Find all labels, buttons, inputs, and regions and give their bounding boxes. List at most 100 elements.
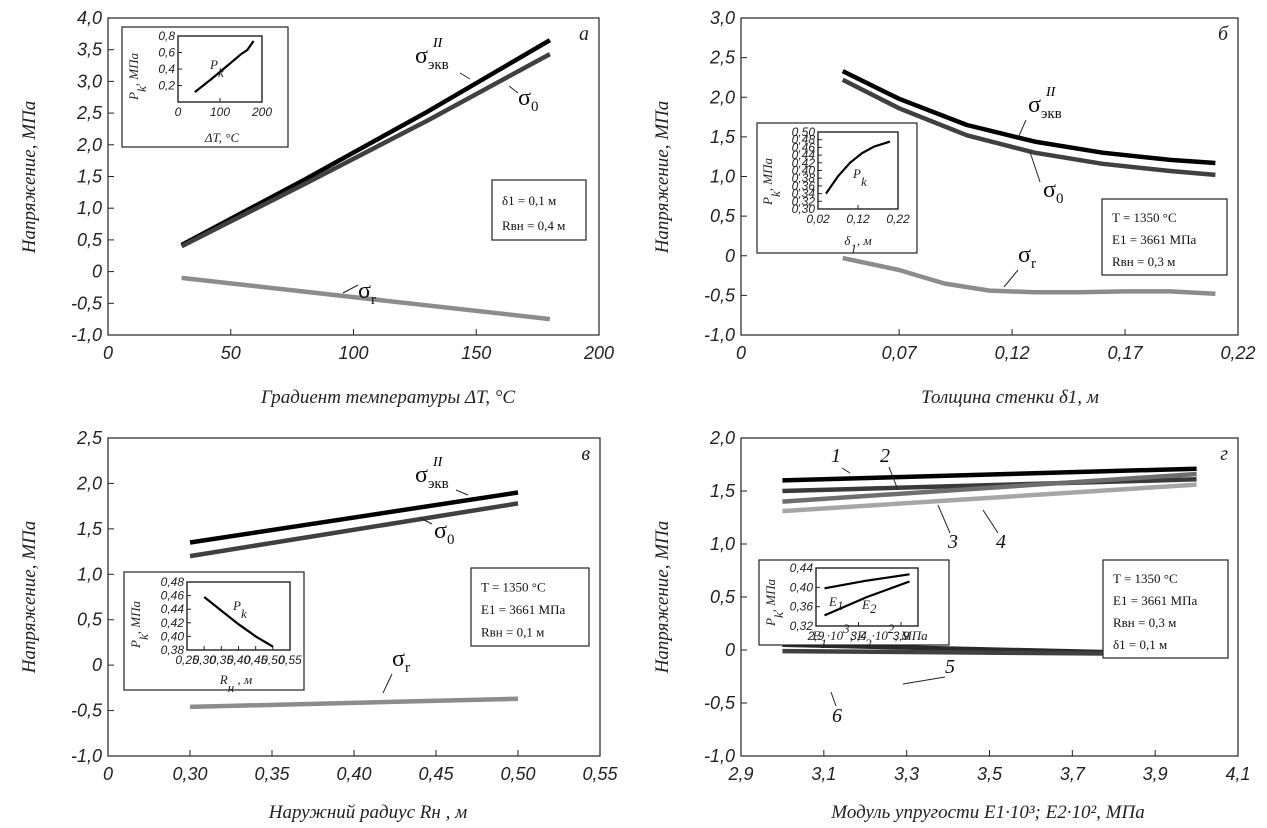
y-tick-label: 2,0 <box>709 87 735 107</box>
y-axis-label: Напряжение, МПа <box>19 101 40 255</box>
y-tick-label: 3,0 <box>710 8 735 28</box>
y-tick-label: 3,0 <box>77 71 102 91</box>
label-sigma-0: σ0 <box>434 518 454 548</box>
inset-y-tick-label: 0,48 <box>792 133 816 147</box>
label-sigma-r: σr <box>1018 242 1036 272</box>
inset-x-tick-label: 3,9 <box>893 629 910 643</box>
x-tick-label: 3,7 <box>1060 764 1086 784</box>
leader-line <box>982 509 999 534</box>
series-number-label: 4 <box>996 531 1006 553</box>
y-tick-label: 1,0 <box>710 534 735 554</box>
inset-c: 0,25 0,35 0,45 0,550,30 0,40 0,500,380,400,42… <box>123 571 305 691</box>
leader-line <box>830 691 837 707</box>
y-tick-label: -0,5 <box>71 293 103 313</box>
y-tick-label: 0 <box>725 640 735 660</box>
y-tick-label: 2,5 <box>76 103 103 123</box>
x-tick-label: 0,30 <box>172 764 207 784</box>
y-tick-label: 0,5 <box>77 610 103 630</box>
inset-y-tick-label: 0,32 <box>790 619 814 633</box>
y-tick-label: 4,0 <box>77 8 102 28</box>
series-line-2 <box>782 477 1197 494</box>
y-tick-label: 0 <box>725 246 735 266</box>
inset-curve <box>824 573 910 590</box>
panel-a: 0 50 100 150 200 -1,0 -0,5 0 0,5 1,0 1,5 2,0 2,5 3,0 3… <box>19 8 614 408</box>
x-tick-label: 0,50 <box>500 764 535 784</box>
params-frame <box>1102 559 1229 659</box>
label-sigma-r: σr <box>358 278 376 308</box>
y-tick-label: 1,0 <box>77 564 102 584</box>
inset-a: 0 100 200 0,2 0,4 0,6 0,8 <box>121 26 289 148</box>
inset-x-tick-label: 200 <box>251 105 272 119</box>
x-tick-label: 0,12 <box>995 343 1030 363</box>
inset-y-tick-label: 0,34 <box>792 187 816 201</box>
inset-x-tick-label: 0,40 <box>227 653 251 667</box>
x-tick-label: 0 <box>103 764 113 784</box>
y-tick-label: 0 <box>92 262 102 282</box>
params-box: δ1 = 0,1 м Rвн = 0,4 м <box>491 179 587 241</box>
inset-curve <box>825 140 891 195</box>
leader-line <box>419 517 433 525</box>
param-text: E1 = 3661 МПа <box>1112 232 1196 247</box>
x-tick-label: 0,45 <box>418 764 454 784</box>
params-box: T = 1350 °C E1 = 3661 МПа Rвн = 0,3 м <box>1101 198 1228 276</box>
inset-y-tick-label: 0,32 <box>792 194 816 208</box>
series-number-label: 1 <box>831 445 841 467</box>
x-tick-label: 0 <box>736 343 746 363</box>
series-line-σэквII <box>180 38 552 247</box>
x-tick-label: 0 <box>103 343 113 363</box>
series-line-σ0 <box>189 501 519 559</box>
y-tick-label: 1,5 <box>710 127 736 147</box>
inset-curve <box>194 40 255 93</box>
inset-x-label: Rн , м <box>219 672 252 695</box>
param-text: δ1 = 0,1 м <box>502 193 556 208</box>
inset-curve-label: Pk <box>209 57 224 80</box>
x-tick-label: 4,1 <box>1225 764 1250 784</box>
series-number-label: 5 <box>945 656 955 678</box>
y-tick-label: 1,5 <box>710 481 736 501</box>
inset-x-label: E1·103; E2·102, МПа <box>811 621 928 651</box>
inset-y-tick-label: 0,42 <box>161 616 185 630</box>
inset-x-tick-label: 2,9 <box>807 629 825 643</box>
inset-curve <box>203 596 274 648</box>
inset-y-tick-label: 0,50 <box>792 125 816 139</box>
inset-y-tick-label: 0,42 <box>792 156 816 170</box>
x-tick-label: 0,55 <box>582 764 618 784</box>
leader-line <box>1017 119 1027 139</box>
inset-y-tick-label: 0,40 <box>790 580 814 594</box>
x-tick-label: 3,9 <box>1143 764 1168 784</box>
x-tick-label: 150 <box>461 343 491 363</box>
y-tick-label: 0 <box>92 655 102 675</box>
label-sigma-eqv: σэкв <box>415 43 449 73</box>
leader-line <box>841 467 851 474</box>
inset-y-label: Pk, МПа <box>763 579 786 627</box>
inset-x-tick-label: 0,02 <box>806 212 830 226</box>
x-tick-label: 3,1 <box>811 764 836 784</box>
panel-letter: в <box>581 443 590 465</box>
y-tick-label: 1,5 <box>77 519 103 539</box>
inset-y-tick-label: 0,44 <box>161 602 185 616</box>
leader-line <box>1029 151 1041 183</box>
inset-y-tick-label: 0,2 <box>158 79 175 93</box>
inset-d: 2,9 3,4 3,9 0,32 0,36 0,40 0,44 <box>758 559 950 646</box>
inset-axes <box>815 567 919 627</box>
inset-x-tick-label: 100 <box>210 105 230 119</box>
inset-y-tick-label: 0,6 <box>158 46 175 60</box>
x-axis-label: Наружний радиус Rн , м <box>268 802 467 823</box>
inset-b: 0,02 0,12 0,22 0,300,320,340,360,380,400,42… <box>756 122 918 254</box>
y-tick-label: 1,0 <box>710 167 735 187</box>
inset-y-tick-label: 0,38 <box>792 171 816 185</box>
y-tick-label: -0,5 <box>71 701 103 721</box>
params-frame <box>1101 198 1228 276</box>
param-text: E1 = 3661 МПа <box>1113 593 1197 608</box>
leader-line <box>888 466 899 491</box>
label-sigma-0: σ0 <box>1043 177 1063 207</box>
leader-line <box>382 673 393 694</box>
y-tick-label: 3,5 <box>77 40 103 60</box>
panel-letter: г <box>1220 443 1228 465</box>
y-tick-label: -0,5 <box>704 693 736 713</box>
inset-y-tick-label: 0,44 <box>790 561 814 575</box>
x-tick-label: 0,40 <box>336 764 371 784</box>
series-line-σэквII <box>189 490 519 545</box>
inset-y-tick-label: 0,40 <box>792 164 816 178</box>
